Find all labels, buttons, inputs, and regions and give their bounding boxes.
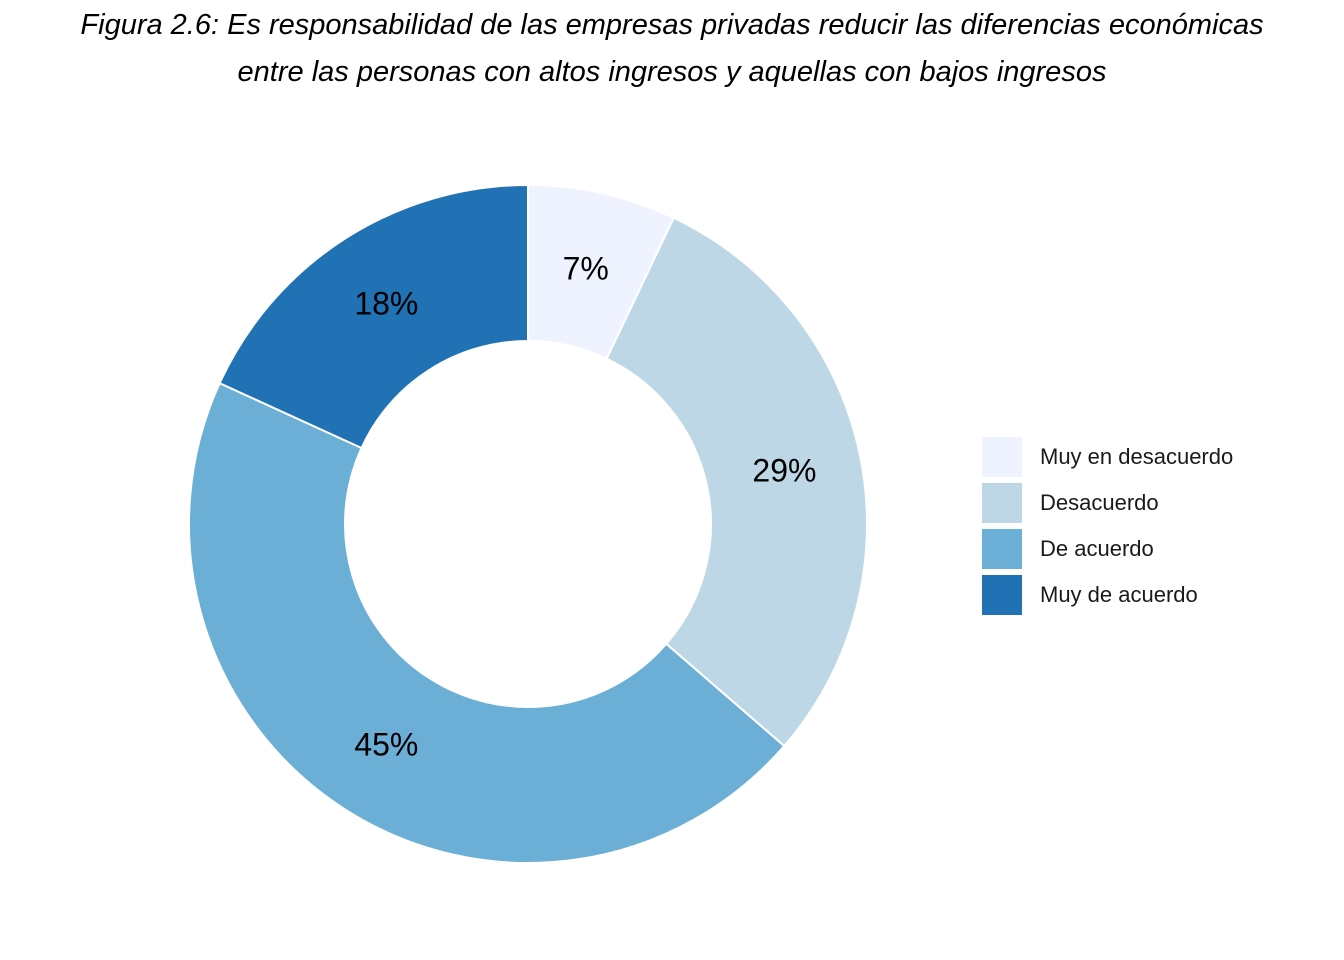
legend-label: De acuerdo xyxy=(1040,536,1154,561)
donut-slice-desacuerdo xyxy=(605,216,868,748)
slice-label-desacuerdo: 29% xyxy=(752,452,816,488)
legend: Muy en desacuerdo Desacuerdo De acuerdo … xyxy=(982,434,1233,618)
legend-item-de-acuerdo: De acuerdo xyxy=(982,526,1233,572)
legend-swatch xyxy=(982,483,1022,523)
legend-label: Desacuerdo xyxy=(1040,490,1159,515)
chart-title-line-1: Figura 2.6: Es responsabilidad de las em… xyxy=(80,9,1264,41)
legend-swatch xyxy=(982,529,1022,569)
chart-title-line-2: entre las personas con altos ingresos y … xyxy=(237,56,1107,88)
donut-slice-muy-de-acuerdo xyxy=(218,183,529,450)
legend-item-muy-de-acuerdo: Muy de acuerdo xyxy=(982,572,1233,618)
slice-label-muy-en-desacuerdo: 7% xyxy=(563,250,609,286)
legend-label: Muy de acuerdo xyxy=(1040,582,1198,607)
legend-item-desacuerdo: Desacuerdo xyxy=(982,480,1233,526)
legend-swatch xyxy=(982,575,1022,615)
donut-slice-de-acuerdo xyxy=(188,381,786,864)
slice-label-de-acuerdo: 45% xyxy=(354,726,418,762)
legend-swatch xyxy=(982,437,1022,477)
chart-title: Figura 2.6: Es responsabilidad de las em… xyxy=(0,2,1344,96)
slice-label-muy-de-acuerdo: 18% xyxy=(354,286,418,322)
legend-label: Muy en desacuerdo xyxy=(1040,444,1234,469)
legend-item-muy-en-desacuerdo: Muy en desacuerdo xyxy=(982,434,1233,480)
